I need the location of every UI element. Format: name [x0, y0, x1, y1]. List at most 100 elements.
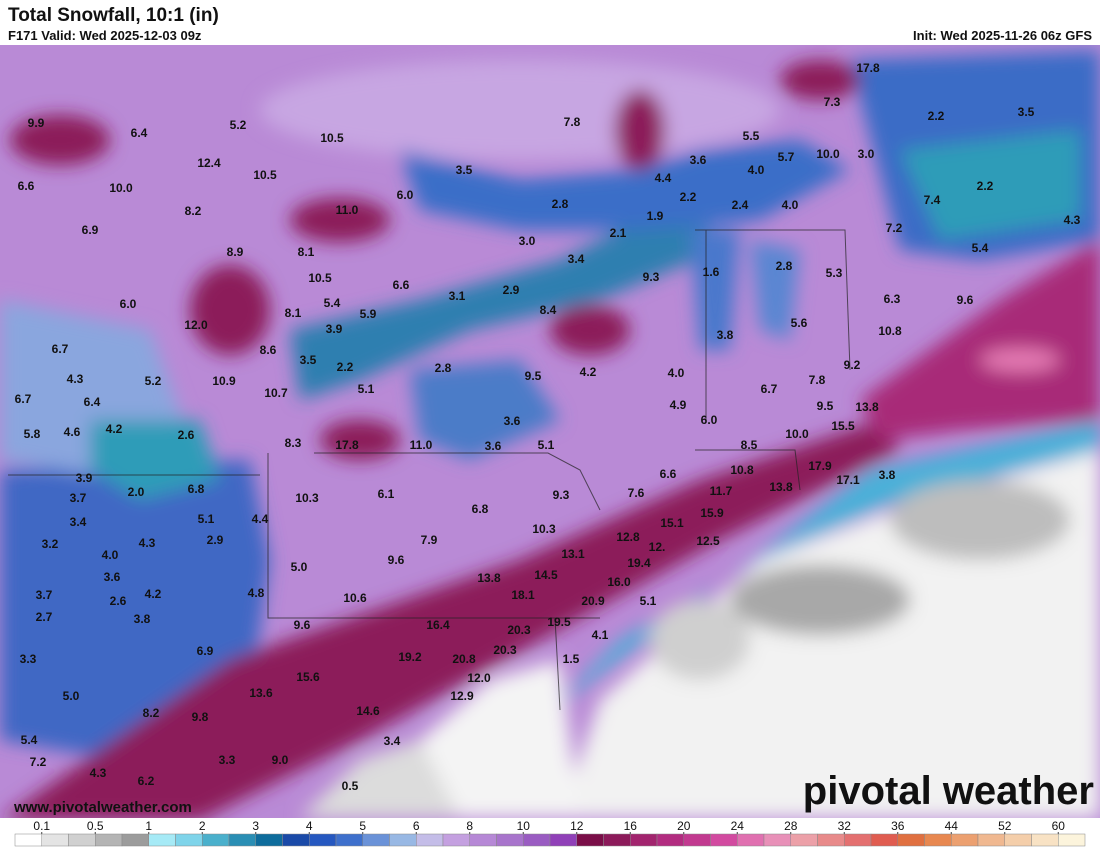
snow-label: 9.5	[817, 399, 834, 413]
legend-swatch	[790, 833, 818, 847]
legend-tick-label: 8	[466, 819, 473, 833]
legend-tick-label: 12	[570, 819, 584, 833]
snow-label: 6.8	[472, 502, 489, 516]
snow-label: 19.2	[398, 650, 422, 664]
snow-label: 3.0	[519, 234, 536, 248]
legend-tick-label: 20	[677, 819, 691, 833]
legend-tick-label: 16	[624, 819, 638, 833]
snow-label: 15.9	[700, 506, 724, 520]
snow-label: 3.2	[42, 537, 59, 551]
snow-label: 6.4	[131, 126, 148, 140]
legend-swatch	[897, 833, 925, 847]
snow-label: 2.9	[503, 283, 520, 297]
legend-swatch	[202, 833, 230, 847]
snow-label: 8.2	[185, 204, 202, 218]
legend-swatch	[442, 833, 470, 847]
snow-label: 19.5	[547, 615, 571, 629]
snow-label: 3.8	[717, 328, 734, 342]
snow-label: 6.9	[82, 223, 99, 237]
snow-label: 2.2	[680, 190, 697, 204]
snow-label: 4.0	[668, 366, 685, 380]
snow-label: 8.6	[260, 343, 277, 357]
snow-label: 4.0	[782, 198, 799, 212]
legend-tick-label: 5	[359, 819, 366, 833]
legend-tick-label: 4	[306, 819, 313, 833]
snow-label: 1.6	[703, 265, 720, 279]
legend-swatch	[924, 833, 952, 847]
legend-swatch	[41, 833, 69, 847]
snow-label: 15.1	[660, 516, 684, 530]
snow-label: 4.4	[655, 171, 672, 185]
url: www.pivotalweather.com	[13, 799, 192, 816]
snow-label: 7.3	[824, 95, 841, 109]
snow-label: 7.8	[809, 373, 826, 387]
snow-label: 10.9	[212, 374, 236, 388]
legend-swatch	[763, 833, 791, 847]
snow-label: 7.9	[421, 533, 438, 547]
snow-label: 6.0	[120, 297, 137, 311]
snow-label: 3.4	[70, 515, 87, 529]
snow-label: 8.4	[540, 303, 557, 317]
snow-label: 2.8	[552, 197, 569, 211]
snow-label: 3.8	[134, 612, 151, 626]
snow-label: 2.0	[128, 485, 145, 499]
snow-label: 11.7	[710, 484, 733, 498]
snow-label: 6.7	[15, 392, 32, 406]
snow-label: 20.3	[493, 643, 517, 657]
legend-tick-label: 0.5	[87, 819, 104, 833]
snow-label: 3.6	[504, 414, 521, 428]
legend-tick-label: 0.1	[33, 819, 50, 833]
snow-label: 5.3	[826, 266, 843, 280]
legend-swatch	[844, 833, 872, 847]
snow-label: 17.8	[335, 438, 359, 452]
snow-label: 8.5	[741, 438, 758, 452]
snow-label: 9.3	[553, 488, 570, 502]
snow-label: 4.6	[64, 425, 81, 439]
valid-time: F171 Valid: Wed 2025-12-03 09z	[8, 28, 202, 43]
snow-label: 3.4	[568, 252, 585, 266]
snow-label: 6.6	[393, 278, 410, 292]
snow-label: 4.3	[90, 766, 107, 780]
snow-label: 5.4	[972, 241, 989, 255]
legend-swatch	[175, 833, 203, 847]
snow-label: 3.8	[879, 468, 896, 482]
snow-label: 5.5	[743, 129, 760, 143]
legend-swatch	[737, 833, 765, 847]
legend-swatch	[469, 833, 497, 847]
legend-swatch	[121, 833, 149, 847]
legend-swatch	[630, 833, 658, 847]
snow-label: 7.8	[564, 115, 581, 129]
snow-label: 6.3	[884, 292, 901, 306]
snow-label: 4.3	[139, 536, 156, 550]
snow-label: 10.5	[308, 271, 332, 285]
snow-label: 4.0	[748, 163, 765, 177]
snow-label: 0.5	[342, 779, 359, 793]
snow-label: 5.8	[24, 427, 41, 441]
legend-swatch	[576, 833, 604, 847]
legend-swatch	[603, 833, 631, 847]
snow-label: 13.1	[561, 547, 585, 561]
snow-label: 5.1	[358, 382, 375, 396]
snow-label: 2.2	[977, 179, 994, 193]
snow-label: 11.0	[336, 203, 359, 217]
snow-label: 3.4	[384, 734, 401, 748]
snow-label: 3.6	[690, 153, 707, 167]
snow-label: 3.9	[326, 322, 343, 336]
snow-label: 2.6	[178, 428, 195, 442]
snow-label: 7.4	[924, 193, 941, 207]
snow-label: 3.3	[219, 753, 236, 767]
snow-label: 13.8	[855, 400, 879, 414]
legend-tick-label: 44	[945, 819, 959, 833]
logo: pivotal weather	[803, 769, 1094, 813]
init-time: Init: Wed 2025-11-26 06z GFS	[913, 28, 1092, 43]
snow-label: 4.4	[252, 512, 269, 526]
snow-label: 13.6	[249, 686, 273, 700]
snow-label: 20.3	[507, 623, 531, 637]
snow-label: 6.7	[761, 382, 778, 396]
legend-swatch	[255, 833, 283, 847]
legend-swatch	[148, 833, 176, 847]
snow-label: 2.8	[435, 361, 452, 375]
snow-label: 16.4	[426, 618, 450, 632]
snow-label: 10.3	[295, 491, 319, 505]
